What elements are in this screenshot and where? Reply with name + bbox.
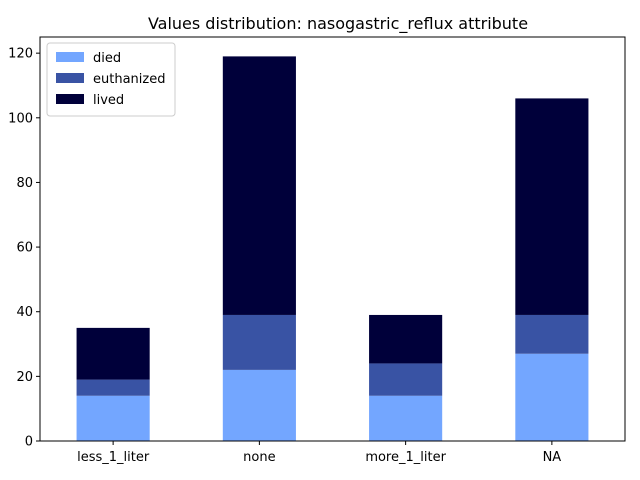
x-tick-label: more_1_liter — [365, 450, 446, 465]
legend-label-died: died — [93, 51, 121, 66]
legend-swatch-lived — [56, 94, 84, 104]
y-tick-label: 20 — [16, 370, 33, 385]
axes-layer: 0 20 40 60 80 100 120 less_1_liter none more_1_li… — [8, 36, 626, 465]
legend-label-euthanized: euthanized — [93, 72, 165, 87]
bars-layer — [76, 56, 589, 441]
bar-died-less_1_liter — [76, 395, 150, 441]
bar-euthanized-NA — [515, 314, 589, 354]
legend-swatch-euthanized — [56, 73, 84, 83]
y-tick-label: 40 — [16, 305, 33, 320]
bar-lived-NA — [515, 98, 589, 315]
y-tick-label: 60 — [16, 241, 33, 256]
y-tick-label: 120 — [8, 47, 33, 62]
y-tick-label: 80 — [16, 176, 33, 191]
bar-lived-none — [222, 56, 296, 315]
plot-frame — [39, 36, 626, 442]
bar-died-more_1_liter — [369, 395, 443, 441]
bar-died-NA — [515, 353, 589, 441]
bar-euthanized-none — [222, 314, 296, 370]
bar-euthanized-less_1_liter — [76, 379, 150, 396]
bar-euthanized-more_1_liter — [369, 363, 443, 396]
bar-died-none — [222, 369, 296, 441]
y-tick-label: 0 — [25, 435, 33, 450]
bar-lived-more_1_liter — [369, 314, 443, 364]
legend: died euthanized lived — [46, 42, 176, 117]
y-tick-label: 100 — [8, 111, 33, 126]
x-tick-label: less_1_liter — [77, 450, 150, 465]
x-tick-label: none — [243, 450, 275, 465]
chart-title: Values distribution: nasogastric_reflux … — [148, 14, 528, 34]
legend-swatch-died — [56, 52, 84, 62]
x-tick-label: NA — [543, 450, 562, 465]
legend-label-lived: lived — [93, 93, 124, 108]
bar-lived-less_1_liter — [76, 327, 150, 380]
